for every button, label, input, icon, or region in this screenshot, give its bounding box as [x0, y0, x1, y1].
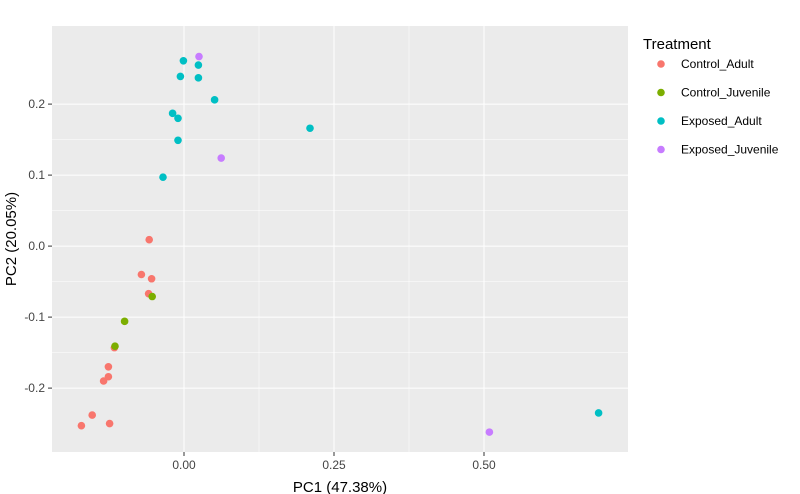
legend-title: Treatment	[643, 36, 712, 53]
point-exposed-adult	[174, 136, 182, 145]
point-exposed-adult	[194, 61, 203, 69]
x-axis-ticks: 0.00 0.25 0.50	[172, 452, 496, 472]
legend-label-control-adult: Control_Adult	[681, 57, 754, 71]
y-tick-label: 0.1	[28, 168, 45, 182]
point-control-adult	[77, 421, 86, 430]
point-control-juvenile	[111, 342, 119, 351]
y-tick-label: 0.2	[28, 97, 45, 111]
point-exposed-adult	[594, 409, 603, 417]
point-exposed-adult	[179, 56, 188, 65]
point-exposed-juvenile	[485, 428, 494, 436]
legend-key-exposed-juvenile	[657, 145, 665, 154]
x-tick-label: 0.25	[322, 458, 346, 472]
point-exposed-adult	[159, 173, 167, 182]
point-control-adult	[99, 377, 108, 385]
x-tick-label: 0.50	[472, 458, 496, 472]
legend-key-control-adult	[657, 60, 665, 68]
major-gridlines	[52, 26, 628, 452]
x-tick-label: 0.00	[172, 458, 196, 472]
point-exposed-adult	[194, 74, 203, 82]
point-exposed-adult	[176, 72, 185, 81]
data-points	[77, 52, 603, 436]
point-control-adult	[147, 274, 156, 283]
minor-gridlines	[52, 26, 628, 452]
legend-label-exposed-adult: Exposed_Adult	[681, 114, 762, 128]
point-control-adult	[88, 411, 96, 419]
legend-label-exposed-juvenile: Exposed_Juvenile	[681, 143, 779, 157]
point-control-adult	[104, 363, 113, 371]
point-exposed-juvenile	[195, 52, 203, 61]
legend-label-control-juvenile: Control_Juvenile	[681, 86, 771, 100]
point-control-adult	[137, 270, 146, 279]
y-tick-label: -0.1	[24, 310, 45, 324]
y-axis-title: PC2 (20.05%)	[3, 192, 20, 286]
point-exposed-juvenile	[217, 154, 225, 162]
point-exposed-adult	[174, 114, 182, 123]
legend-key-control-juvenile	[657, 88, 665, 97]
point-control-juvenile	[148, 292, 156, 301]
legend: Treatment Control_Adult Control_Juvenile E…	[643, 36, 779, 157]
point-control-juvenile	[120, 317, 129, 326]
point-exposed-adult	[210, 96, 219, 104]
legend-key-exposed-adult	[657, 117, 665, 125]
y-tick-label: -0.2	[24, 381, 45, 395]
y-tick-label: 0.0	[28, 239, 45, 253]
point-exposed-adult	[306, 124, 314, 133]
point-control-adult	[145, 235, 153, 244]
legend-items: Control_Adult Control_Juvenile Exposed_Adu…	[657, 57, 779, 157]
point-exposed-adult	[168, 109, 177, 118]
point-control-adult	[105, 419, 114, 428]
y-axis-ticks: -0.2 -0.1 0.0 0.1 0.2	[24, 97, 52, 395]
x-axis-title: PC1 (47.38%)	[293, 479, 387, 494]
